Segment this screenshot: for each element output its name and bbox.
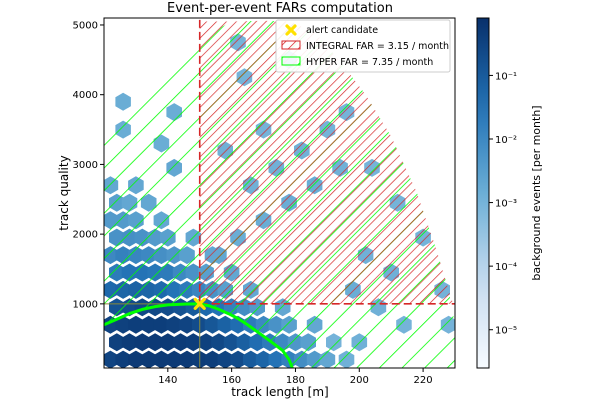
hexbin-cell <box>153 315 170 334</box>
legend-label-candidate: alert candidate <box>306 25 378 36</box>
hexbin-cell <box>115 92 131 111</box>
hexbin-cell <box>211 333 227 352</box>
colorbar-tick-label: 10⁻² <box>495 135 517 146</box>
hyper-far-contour <box>104 302 294 368</box>
hexbin-cell <box>128 315 144 334</box>
hexbin-cell <box>268 350 285 368</box>
hexbin-cell <box>115 350 131 368</box>
hexbin-cell <box>166 315 182 334</box>
y-tick-label: 1000 <box>73 299 98 310</box>
colorbar-ticks: 10⁻¹ 10⁻² 10⁻³ 10⁻⁴ 10⁻⁵ <box>489 71 517 337</box>
line-layer <box>104 18 455 368</box>
x-tick-label: 140 <box>158 375 177 386</box>
colorbar-tick-label: 10⁻⁴ <box>495 262 517 273</box>
x-tick-label: 160 <box>222 375 241 386</box>
legend-box <box>275 19 451 73</box>
colorbar-tick-label: 10⁻³ <box>495 199 517 210</box>
hexbin-cell <box>153 350 170 368</box>
hexbin-cell <box>236 333 253 352</box>
colorbar-label: background events [per month] <box>530 105 543 280</box>
legend-marker-candidate <box>285 24 297 36</box>
x-tick-label: 200 <box>350 375 369 386</box>
hexbin-cell <box>134 333 151 352</box>
hexbin-cell <box>198 333 214 352</box>
hexbin-cell <box>160 333 176 352</box>
y-tick-label: 2000 <box>73 230 98 241</box>
legend-swatch-integral <box>281 40 301 50</box>
candidate-marker <box>193 297 206 310</box>
hexbin-cell <box>115 315 131 334</box>
x-axis: 140 160 180 200 220 <box>158 368 433 386</box>
hexbin-cell <box>104 350 119 368</box>
hexbin-cell <box>185 333 202 352</box>
y-tick-label: 5000 <box>73 20 98 31</box>
legend-candidate-x <box>285 24 297 36</box>
hexbin-cell <box>217 350 233 368</box>
legend-label-integral: INTEGRAL FAR = 3.15 / month <box>306 41 449 52</box>
hexbin-cell <box>109 333 125 352</box>
y-tick-label: 4000 <box>73 90 98 101</box>
hexbin-cell <box>121 333 138 352</box>
legend-label-hyper: HYPER FAR = 7.35 / month <box>306 57 433 68</box>
x-tick-label: 220 <box>414 375 433 386</box>
legend: alert candidate INTEGRAL FAR = 3.15 / mo… <box>275 19 451 73</box>
hexbin-cell <box>140 350 157 368</box>
hexbin-cell <box>140 315 157 334</box>
hexbin-cell <box>147 333 163 352</box>
y-axis-label: track quality <box>57 155 71 230</box>
region-layer <box>104 20 455 368</box>
colorbar: 10⁻¹ 10⁻² 10⁻³ 10⁻⁴ 10⁻⁵ background events [… <box>476 17 543 369</box>
colorbar-tick-label: 10⁻¹ <box>495 71 517 82</box>
hexbin-cell <box>249 333 265 352</box>
x-axis-label: track length [m] <box>231 385 328 399</box>
hexbin-cell <box>230 350 246 368</box>
hexbin-cell <box>128 350 144 368</box>
y-axis: 1000 2000 3000 4000 5000 <box>73 20 104 310</box>
integral-far-region <box>199 20 455 304</box>
hexbin-cell <box>217 315 233 334</box>
hexbin-cell <box>179 315 195 334</box>
hexbin-cell <box>166 350 182 368</box>
x-tick-label: 180 <box>286 375 305 386</box>
hexbin-cell <box>204 315 221 334</box>
hexbin-cell <box>172 333 189 352</box>
y-tick-label: 3000 <box>73 160 98 171</box>
colorbar-gradient <box>476 17 490 369</box>
hexbin-cell <box>243 350 259 368</box>
colorbar-tick-label: 10⁻⁵ <box>495 326 517 337</box>
hexbin-cell <box>223 333 240 352</box>
hexbin-cell <box>255 350 272 368</box>
hexbin-cell <box>179 350 195 368</box>
chart-title: Event-per-event FARs computation <box>167 1 393 16</box>
legend-swatch-hyper <box>281 56 301 66</box>
hexbin-cell <box>204 350 221 368</box>
plot-frame <box>103 17 456 369</box>
